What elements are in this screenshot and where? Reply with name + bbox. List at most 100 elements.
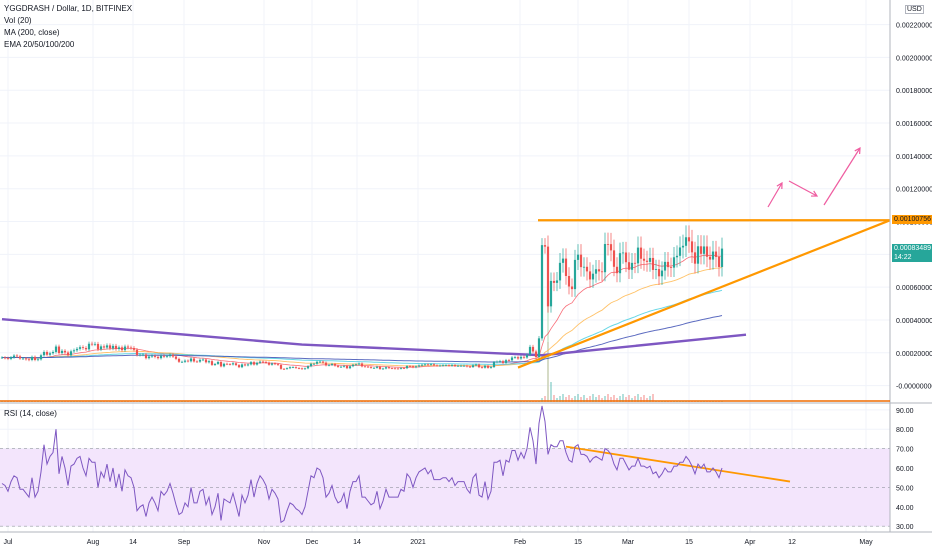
candle-body — [249, 362, 253, 365]
candle-body — [696, 246, 700, 264]
candle-body — [153, 355, 157, 357]
candle-body — [39, 355, 43, 360]
price-tick-label: 0.00060000 — [896, 285, 932, 292]
candle-body — [435, 365, 439, 367]
volume-bar — [610, 397, 612, 402]
candle-body — [636, 247, 640, 264]
candle-body — [486, 365, 490, 368]
volume-bar — [628, 395, 630, 402]
volume-bar — [589, 396, 591, 402]
candle-body — [579, 254, 583, 268]
candle-body — [405, 366, 409, 369]
candle-body — [246, 364, 250, 366]
volume-bar — [580, 397, 582, 402]
rsi-line — [1, 405, 723, 524]
candle-body — [105, 345, 109, 348]
candle-body — [645, 260, 649, 262]
projection-arrowhead — [810, 190, 819, 197]
candle-body — [450, 365, 454, 366]
candle-body — [447, 365, 451, 367]
candle-body — [330, 363, 334, 365]
projection-arrowhead — [776, 181, 783, 190]
candles — [0, 225, 724, 370]
candle-body — [99, 346, 103, 350]
indicator-ma[interactable]: MA (200, close) — [4, 28, 60, 37]
candle-body — [600, 271, 604, 273]
volume-bar — [619, 396, 621, 402]
candle-body — [339, 366, 343, 368]
candle-body — [672, 257, 676, 268]
candle-body — [363, 366, 367, 368]
candle-body — [426, 364, 430, 366]
indicator-volume[interactable]: Vol (20) — [4, 16, 32, 25]
time-tick-label: 15 — [685, 539, 693, 546]
candle-body — [387, 367, 391, 369]
candle-body — [558, 262, 562, 281]
rsi-tick-label: 60.00 — [896, 466, 914, 473]
candle-body — [414, 366, 418, 368]
candle-body — [315, 361, 319, 364]
candle-body — [129, 347, 133, 349]
countdown-timer: 14:22 — [894, 253, 912, 261]
candle-body — [318, 361, 322, 363]
candle-body — [369, 367, 373, 368]
candle-body — [9, 357, 13, 359]
candle-body — [42, 351, 46, 356]
candle-body — [321, 361, 325, 363]
volume-bar — [592, 394, 594, 402]
candle-body — [609, 244, 613, 251]
candle-body — [165, 356, 169, 358]
candle-body — [135, 349, 139, 355]
volume-bar — [613, 395, 615, 402]
candle-body — [588, 271, 592, 280]
candle-body — [573, 259, 577, 290]
candle-body — [252, 362, 256, 365]
candle-body — [681, 245, 685, 248]
time-tick-label: Apr — [745, 539, 757, 546]
candle-body — [147, 356, 151, 359]
candle-body — [555, 280, 559, 283]
rsi-tick-label: 80.00 — [896, 427, 914, 434]
indicator-ema[interactable]: EMA 20/50/100/200 — [4, 40, 75, 49]
price-tick-label: 0.00180000 — [896, 88, 932, 95]
candle-body — [687, 237, 691, 242]
candle-body — [0, 357, 4, 359]
candle-body — [144, 354, 148, 359]
candle-body — [75, 348, 79, 351]
candle-body — [546, 246, 550, 307]
volume-bar — [625, 397, 627, 402]
candle-body — [552, 280, 556, 283]
candle-body — [705, 246, 709, 257]
candle-body — [141, 354, 145, 356]
volume-bar — [601, 398, 603, 402]
candle-body — [12, 355, 16, 358]
candle-body — [354, 364, 358, 366]
candle-body — [627, 262, 631, 270]
candle-body — [396, 368, 400, 370]
candle-body — [66, 352, 70, 356]
currency-label[interactable]: USD — [905, 5, 924, 14]
candle-body — [351, 364, 355, 367]
candle-body — [429, 364, 433, 366]
candle-body — [477, 364, 481, 368]
candle-body — [540, 245, 544, 339]
candle-body — [492, 362, 496, 368]
candle-body — [495, 361, 499, 363]
candle-body — [33, 356, 37, 360]
ema-100-line — [2, 289, 723, 365]
candle-body — [72, 350, 76, 352]
candle-body — [51, 351, 55, 354]
rsi-title[interactable]: RSI (14, close) — [4, 409, 57, 418]
candle-body — [204, 359, 208, 363]
candle-body — [483, 365, 487, 368]
volume-bar — [565, 397, 567, 402]
symbol-title[interactable]: YGGDRASH / Dollar, 1D, BITFINEX — [4, 4, 133, 13]
volume-bar — [583, 395, 585, 402]
candle-body — [423, 364, 427, 366]
candle-body — [606, 243, 610, 245]
candle-body — [717, 256, 721, 267]
candle-body — [669, 267, 673, 268]
candle-body — [207, 361, 211, 363]
candle-body — [90, 343, 94, 345]
